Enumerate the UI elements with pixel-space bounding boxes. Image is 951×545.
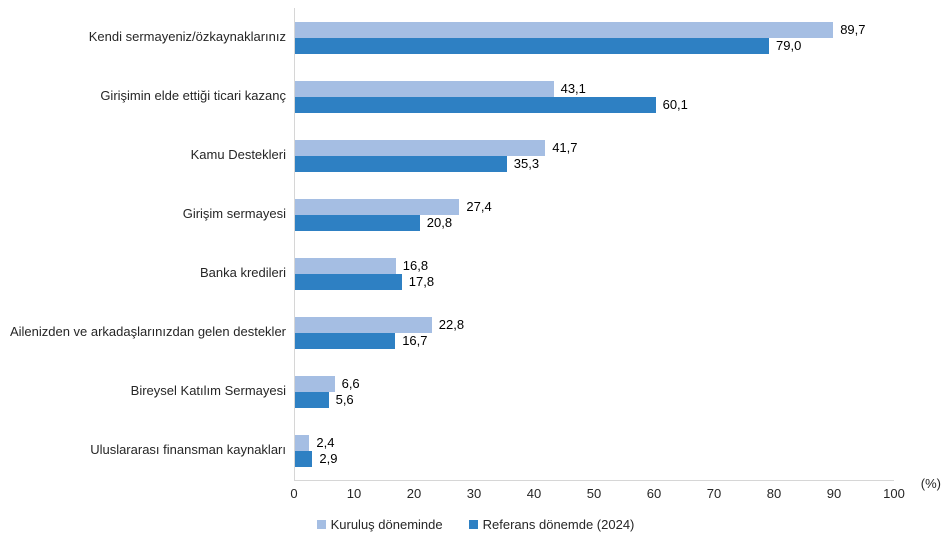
x-tick-label: 80 [766,486,782,501]
bar-series-1 [295,274,402,290]
chart-row: Banka kredileri 16,8 17,8 [200,244,894,303]
category-label: Kendi sermayeniz/özkaynaklarınız [88,29,286,45]
chart-row: Bireysel Katılım Sermayesi 6,6 5,6 [131,362,894,421]
value-label: 27,4 [466,199,492,214]
value-label: 60,1 [662,97,688,112]
bar-series-1 [295,451,313,467]
value-label: 22,8 [438,317,465,332]
legend: Kuruluş döneminde Referans dönemde (2024) [0,517,951,532]
category-label: Girişim sermayesi [182,206,286,222]
category-label: Ailenizden ve arkadaşlarınızdan gelen de… [9,324,286,340]
value-label: 43,1 [560,81,586,96]
x-axis-unit-label: (%) [920,476,941,491]
bar-series-0 [295,140,546,156]
value-label: 20,8 [426,215,453,230]
bar-series-1 [295,156,507,172]
category-label: Bireysel Katılım Sermayesi [130,383,286,399]
x-tick-label: 40 [526,486,542,501]
bar-series-1 [295,97,656,113]
bar-series-0 [295,376,335,392]
value-label: 5,6 [335,392,354,407]
x-tick-label: 30 [466,486,482,501]
bar-series-0 [295,81,554,97]
bar-series-0 [295,22,834,38]
category-label: Uluslararası finansman kaynakları [90,442,286,458]
x-tick-label: 60 [646,486,662,501]
bar-series-1 [295,38,769,54]
value-label: 79,0 [776,38,802,53]
x-tick-label: 0 [290,486,298,501]
value-label: 2,9 [319,451,338,466]
value-label: 17,8 [408,274,435,289]
legend-item-series-1: Referans dönemde (2024) [468,517,635,532]
x-tick-label: 70 [706,486,722,501]
x-tick-label: 20 [406,486,422,501]
chart-row: Girişim sermayesi 27,4 20,8 [183,185,894,244]
value-label: 16,8 [402,258,429,273]
category-label: Girişimin elde ettiği ticari kazanç [100,88,286,104]
value-label: 41,7 [552,140,578,155]
value-label: 35,3 [513,156,540,171]
x-axis-line [294,480,894,481]
x-tick-label: 50 [586,486,602,501]
chart-row: Kamu Destekleri 41,7 35,3 [191,126,894,185]
value-label: 2,4 [316,435,335,450]
x-axis-ticks: 0 10 20 30 40 50 60 70 80 90 100 [290,486,904,502]
x-tick-label: 10 [346,486,362,501]
chart-row: Kendi sermayeniz/özkaynaklarınız 89,7 79,0 [89,8,894,67]
chart-row: Ailenizden ve arkadaşlarınızdan gelen de… [10,303,894,362]
x-tick-label: 100 [883,486,905,501]
value-label: 89,7 [840,22,866,37]
legend-label: Referans dönemde (2024) [482,517,635,532]
bar-series-0 [295,199,460,215]
bar-series-1 [295,392,329,408]
y-axis-line [294,8,295,481]
legend-swatch-icon [316,520,326,529]
legend-item-series-0: Kuruluş döneminde [316,517,443,532]
bar-series-0 [295,258,396,274]
legend-label: Kuruluş döneminde [330,517,443,532]
chart-row: Girişimin elde ettiği ticari kazanç 43,1 6… [100,67,894,126]
bar-series-1 [295,215,420,231]
bar-series-0 [295,317,432,333]
bar-series-0 [295,435,310,451]
legend-swatch-icon [468,520,478,529]
plot-area: Kendi sermayeniz/özkaynaklarınız 89,7 79,0… [10,8,905,501]
category-label: Kamu Destekleri [190,147,286,163]
chart-row: Uluslararası finansman kaynakları 2,4 2,9 [90,421,894,480]
value-label: 16,7 [402,333,428,348]
value-label: 6,6 [341,376,360,391]
bar-series-1 [295,333,396,349]
category-label: Banka kredileri [200,265,286,281]
x-tick-label: 90 [826,486,842,501]
